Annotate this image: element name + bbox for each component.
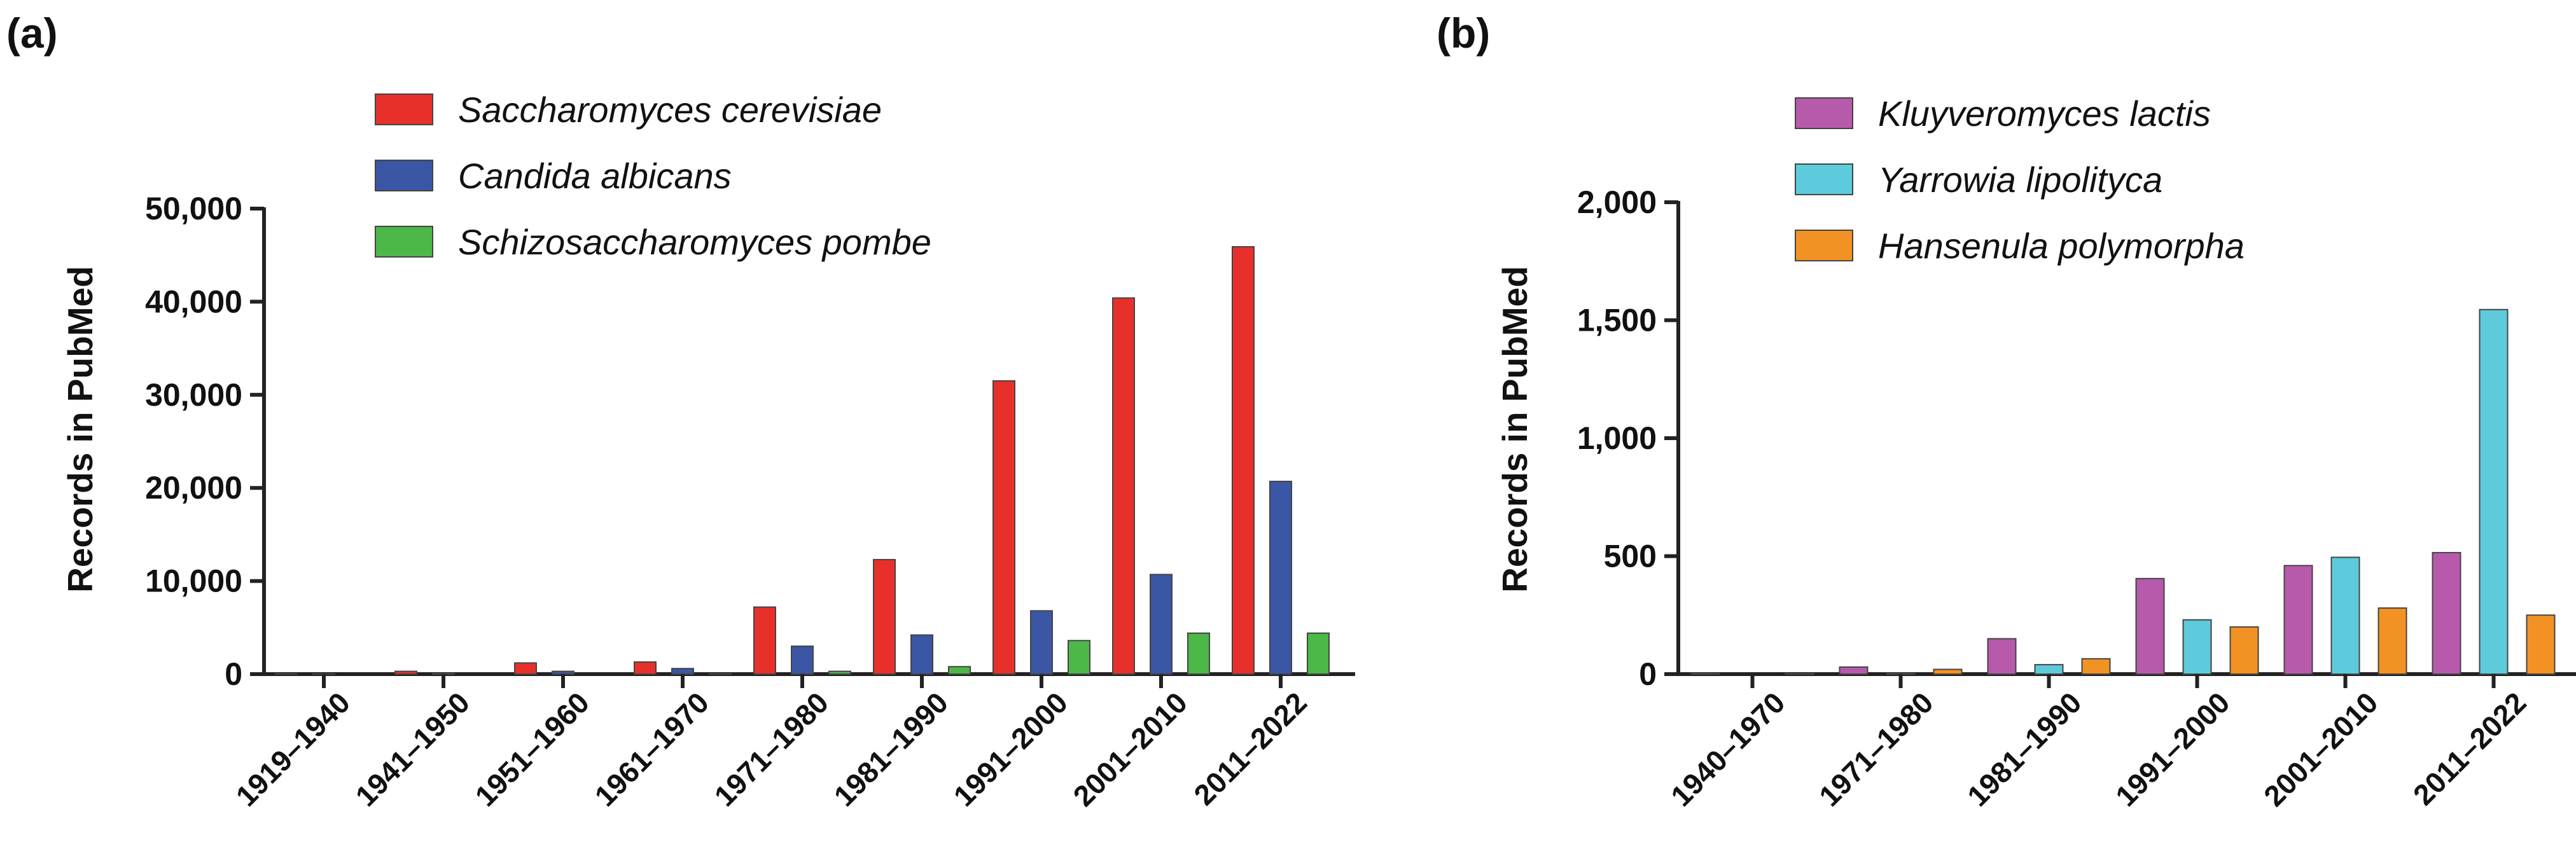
bar-kluyveromyces-lactis-2001-2010 [2283,565,2313,675]
legend-label-saccharomyces-cerevisiae: Saccharomyces cerevisiae [458,90,882,130]
bar-hansenula-polymorpha-1940-1970 [1785,673,1814,675]
panel-b-bars [1690,308,2556,675]
panel-b-label: (b) [1437,10,1490,57]
legend-label-schizosaccharomyces-pombe: Schizosaccharomyces pombe [458,222,931,262]
panel-a-y-tick-label: 40,000 [145,284,242,319]
panel-b-y-tick-label: 500 [1604,539,1657,574]
panel-a-y-tick-label: 0 [225,656,242,692]
legend-label-kluyveromyces-lactis: Kluyveromyces lactis [1878,93,2211,134]
legend-swatch-kluyveromyces-lactis [1795,97,1853,129]
bar-kluyveromyces-lactis-1940-1970 [1690,672,1720,675]
panel-a-y-tick-label: 50,000 [145,191,242,226]
panel-a-bars [275,246,1330,675]
legend-label-yarrowia-lipolityca: Yarrowia lipolityca [1878,160,2162,200]
panel-a-x-tick-label: 2001–2010 [1066,686,1194,813]
bar-schizosaccharomyces-pombe-1981-1990 [948,666,971,675]
panel-a-y-tick-label: 20,000 [145,470,242,506]
panel-a-axes [262,207,1355,676]
bar-candida-albicans-1971-1980 [791,645,814,675]
panel-a-chart: (a) Records in PubMed 0 10,000 20,000 30,00… [6,10,1355,813]
bar-saccharomyces-cerevisiae-2001-2010 [1112,297,1135,675]
panel-b-x-tick-label: 2011–2022 [2407,686,2533,811]
panel-a-label: (a) [6,10,58,57]
bar-hansenula-polymorpha-1971-1980 [1933,668,1963,675]
bar-schizosaccharomyces-pombe-2011-2022 [1307,632,1330,675]
bar-candida-albicans-2001-2010 [1150,574,1173,675]
bar-hansenula-polymorpha-2001-2010 [2378,607,2407,675]
panel-a-y-tick-label: 10,000 [145,563,242,599]
bar-candida-albicans-1951-1960 [552,670,574,675]
panel-a-x-tick-label: 1991–2000 [947,686,1074,813]
panel-a-y-axis-title: Records in PubMed [60,266,100,592]
bar-schizosaccharomyces-pombe-1971-1980 [828,670,851,675]
bar-saccharomyces-cerevisiae-1981-1990 [873,558,896,675]
bar-kluyveromyces-lactis-2011-2022 [2432,551,2461,675]
panel-b-x-tick-label: 1991–2000 [2109,686,2236,813]
bar-yarrowia-lipolityca-2011-2022 [2479,308,2509,675]
panel-a-x-tick-label: 1971–1980 [707,686,835,813]
bar-candida-albicans-1941-1950 [432,673,455,675]
panel-b-x-tick-label: 1981–1990 [1961,686,2088,813]
panel-a-x-tick-label: 1951–1960 [468,686,595,813]
legend-label-hansenula-polymorpha: Hansenula polymorpha [1878,226,2245,266]
bar-saccharomyces-cerevisiae-1961-1970 [634,661,657,675]
bar-saccharomyces-cerevisiae-1941-1950 [394,670,417,675]
bar-kluyveromyces-lactis-1991-2000 [2135,577,2165,675]
bar-yarrowia-lipolityca-1971-1980 [1886,672,1916,675]
panel-b-legend: Kluyveromyces lactis Yarrowia lipolityca H… [1795,93,2245,266]
bar-saccharomyces-cerevisiae-1991-2000 [992,380,1015,675]
legend-label-candida-albicans: Candida albicans [458,156,732,196]
panel-b-x-tick-label: 2001–2010 [2257,686,2385,813]
bar-kluyveromyces-lactis-1981-1990 [1987,638,2017,675]
bar-candida-albicans-2011-2022 [1269,480,1292,675]
panel-b-y-tick-label: 1,000 [1577,420,1657,456]
panel-a-x-ticks: 1919–19401941–19501951–19601961–19701971… [229,674,1313,813]
panel-b-y-axis-title: Records in PubMed [1495,266,1535,592]
panel-a-y-ticks: 0 10,000 20,000 30,000 40,000 50,000 [145,191,264,692]
bar-candida-albicans-1961-1970 [671,668,694,675]
panel-a-x-tick-label: 1919–1940 [229,686,356,813]
panel-a-x-tick-label: 1941–1950 [349,686,476,813]
bar-candida-albicans-1991-2000 [1030,610,1053,675]
panel-a-x-tick-label: 2011–2022 [1187,686,1313,811]
bar-hansenula-polymorpha-1991-2000 [2229,626,2259,675]
bar-yarrowia-lipolityca-1981-1990 [2034,664,2064,675]
panel-b-y-tick-label: 2,000 [1577,184,1657,220]
panel-b-y-tick-label: 0 [1639,656,1657,692]
legend-swatch-schizosaccharomyces-pombe [375,226,433,258]
panel-a-y-tick-label: 30,000 [145,377,242,413]
panel-b-chart: (b) Records in PubMed 0 500 1,000 1,500 2,00… [1437,10,2576,813]
legend-swatch-yarrowia-lipolityca [1795,163,1853,195]
legend-swatch-hansenula-polymorpha [1795,230,1853,261]
bar-schizosaccharomyces-pombe-1991-2000 [1068,640,1090,675]
panel-b-y-tick-label: 1,500 [1577,303,1657,338]
panel-b-x-ticks: 1940–1970 1971–1980 1981–1990 1991–2000 2001… [1664,674,2533,813]
bar-schizosaccharomyces-pombe-2001-2010 [1187,632,1210,675]
legend-swatch-candida-albicans [375,160,433,191]
bar-saccharomyces-cerevisiae-2011-2022 [1232,246,1255,675]
panel-b-x-tick-label: 1971–1980 [1813,686,1940,813]
panel-a-x-tick-label: 1961–1970 [588,686,715,813]
bar-hansenula-polymorpha-1981-1990 [2081,658,2111,675]
bar-kluyveromyces-lactis-1971-1980 [1839,666,1869,675]
panel-a-legend: Saccharomyces cerevisiae Candida albicans… [375,90,931,262]
panel-b-y-ticks: 0 500 1,000 1,500 2,000 [1577,184,1678,692]
bar-saccharomyces-cerevisiae-1971-1980 [753,606,776,675]
bar-yarrowia-lipolityca-1991-2000 [2182,619,2212,675]
bar-saccharomyces-cerevisiae-1951-1960 [514,662,537,675]
panel-a-x-tick-label: 1981–1990 [827,686,954,813]
bar-candida-albicans-1981-1990 [910,634,933,675]
bar-hansenula-polymorpha-2011-2022 [2526,614,2556,675]
legend-swatch-saccharomyces-cerevisiae [375,93,433,125]
bar-yarrowia-lipolityca-2001-2010 [2330,556,2360,675]
panel-b-x-tick-label: 1940–1970 [1664,686,1792,813]
